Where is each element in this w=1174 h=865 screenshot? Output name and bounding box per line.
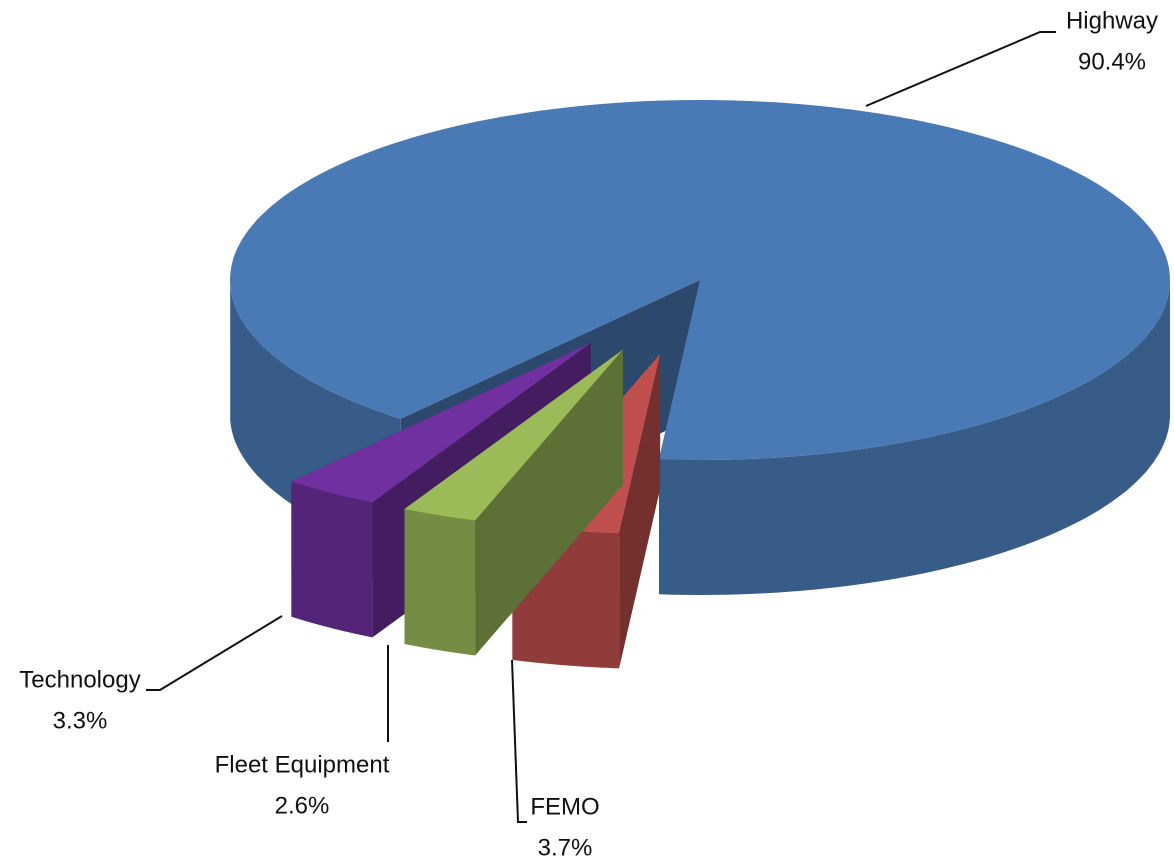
- slice: [404, 349, 623, 656]
- slice-label: Fleet Equipment: [215, 751, 390, 778]
- leader-line: [511, 659, 527, 823]
- slice-value-label: 90.4%: [1078, 48, 1146, 75]
- slice-side: [404, 509, 476, 656]
- slice-value-label: 3.3%: [53, 707, 108, 734]
- slice-value-label: 3.7%: [538, 834, 593, 861]
- slice-side: [291, 481, 373, 638]
- slice-top: [230, 100, 1170, 460]
- slice-value-label: 2.6%: [275, 792, 330, 819]
- slice-label: FEMO: [530, 793, 599, 820]
- slice-top: [404, 349, 623, 521]
- slice-side: [659, 282, 1170, 595]
- leader-line: [865, 31, 1056, 107]
- slice-label: Highway: [1066, 7, 1158, 34]
- leader-line: [146, 615, 283, 691]
- slice-label: Technology: [19, 666, 140, 693]
- slice-top: [291, 343, 591, 503]
